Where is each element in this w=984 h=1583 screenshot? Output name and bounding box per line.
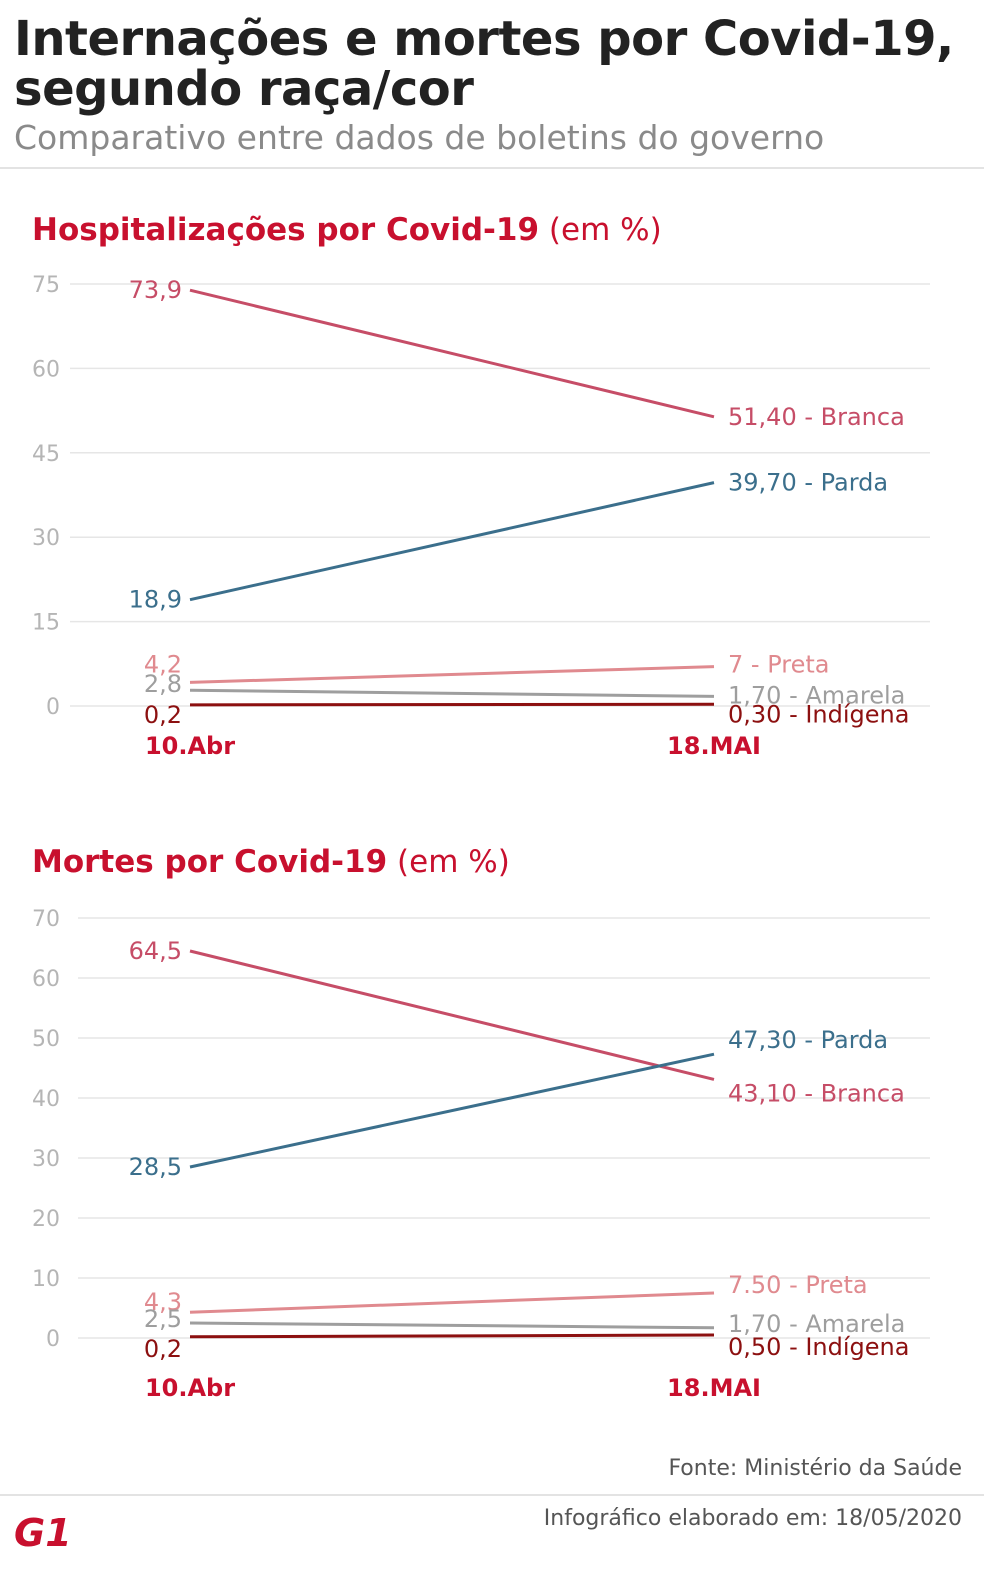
series-line-parda xyxy=(189,1052,715,1169)
y-tick-label: 60 xyxy=(32,967,60,992)
start-value-label: 18,9 xyxy=(129,586,182,614)
source-note: Fonte: Ministério da Saúde xyxy=(668,1456,962,1481)
hospitalizations-unit-text: (em %) xyxy=(548,212,662,248)
hospitalizations-line-chart: 0 15 30 45 60 75 10.Abr 18.MAI 73,9 51,40 - Branc… xyxy=(32,273,930,760)
deaths-chart-title: Mortes por Covid-19 (em %) xyxy=(32,844,510,880)
start-value-label: 73,9 xyxy=(129,276,182,304)
hospitalizations-title-text: Hospitalizações por Covid-19 xyxy=(32,212,540,248)
credit-note: Infográfico elaborado em: 18/05/2020 xyxy=(543,1506,962,1531)
header-divider xyxy=(0,167,984,169)
series-line-parda xyxy=(189,481,715,602)
x-category-label: 18.MAI xyxy=(667,1374,761,1402)
start-value-label: 2,5 xyxy=(144,1305,182,1333)
start-value-label: 4,2 xyxy=(144,650,182,678)
y-tick-label: 50 xyxy=(32,1027,60,1052)
end-value-label: 43,10 - Branca xyxy=(728,1079,905,1107)
end-value-label: 1,70 - Amarela xyxy=(728,1310,905,1338)
end-value-label: 39,70 - Parda xyxy=(728,469,888,497)
start-value-label: 2,8 xyxy=(144,670,182,698)
deaths-title-text: Mortes por Covid-19 xyxy=(32,844,388,880)
series-line-branca xyxy=(189,949,715,1081)
y-tick-label: 60 xyxy=(32,357,60,382)
y-tick-label: 45 xyxy=(32,442,60,467)
y-tick-label: 0 xyxy=(46,695,60,720)
footer-divider xyxy=(0,1494,984,1496)
y-tick-label: 20 xyxy=(32,1207,60,1232)
series-line-amarela xyxy=(189,1321,715,1330)
start-value-label: 4,3 xyxy=(144,1288,182,1316)
end-value-label: 7 - Preta xyxy=(728,651,829,679)
y-tick-label: 70 xyxy=(32,907,60,932)
y-tick-label: 30 xyxy=(32,526,60,551)
series-line-indigena xyxy=(189,702,715,707)
y-tick-label: 30 xyxy=(32,1147,60,1172)
series-line-branca xyxy=(189,288,715,419)
x-category-label: 10.Abr xyxy=(145,732,235,760)
end-value-label: 0,30 - Indígena xyxy=(728,700,909,728)
start-value-label: 0,2 xyxy=(144,1335,182,1363)
end-value-label: 7.50 - Preta xyxy=(728,1271,868,1299)
g1-logo: G1 xyxy=(14,1512,72,1552)
g1-logo-text: G1 xyxy=(14,1512,72,1552)
series-line-preta xyxy=(189,665,715,684)
y-tick-label: 75 xyxy=(32,273,60,298)
x-category-label: 10.Abr xyxy=(145,1374,235,1402)
start-value-label: 28,5 xyxy=(129,1153,182,1181)
x-category-label: 18.MAI xyxy=(667,732,761,760)
chart-subtitle: Comparativo entre dados de boletins do g… xyxy=(14,118,825,157)
series-line-indigena xyxy=(189,1333,715,1339)
deaths-unit-text: (em %) xyxy=(397,844,510,880)
y-tick-label: 10 xyxy=(32,1267,60,1292)
chart-title: Internações e mortes por Covid-19, segun… xyxy=(14,11,954,117)
start-value-label: 64,5 xyxy=(129,937,182,965)
y-tick-label: 0 xyxy=(46,1327,60,1352)
end-value-label: 51,40 - Branca xyxy=(728,403,905,431)
end-value-label: 1,70 - Amarela xyxy=(728,681,905,709)
series-line-preta xyxy=(189,1291,715,1314)
deaths-line-chart: 0 10 20 30 40 50 60 70 10.Abr 18.MAI 64,5 43,10 - B… xyxy=(32,907,930,1402)
y-tick-label: 15 xyxy=(32,611,60,636)
start-value-label: 0,2 xyxy=(144,701,182,729)
series-line-amarela xyxy=(189,688,715,698)
hospitalizations-chart-title: Hospitalizações por Covid-19 (em %) xyxy=(32,212,662,248)
end-value-label: 47,30 - Parda xyxy=(728,1026,888,1054)
end-value-label: 0,50 - Indígena xyxy=(728,1333,909,1361)
y-tick-label: 40 xyxy=(32,1087,60,1112)
